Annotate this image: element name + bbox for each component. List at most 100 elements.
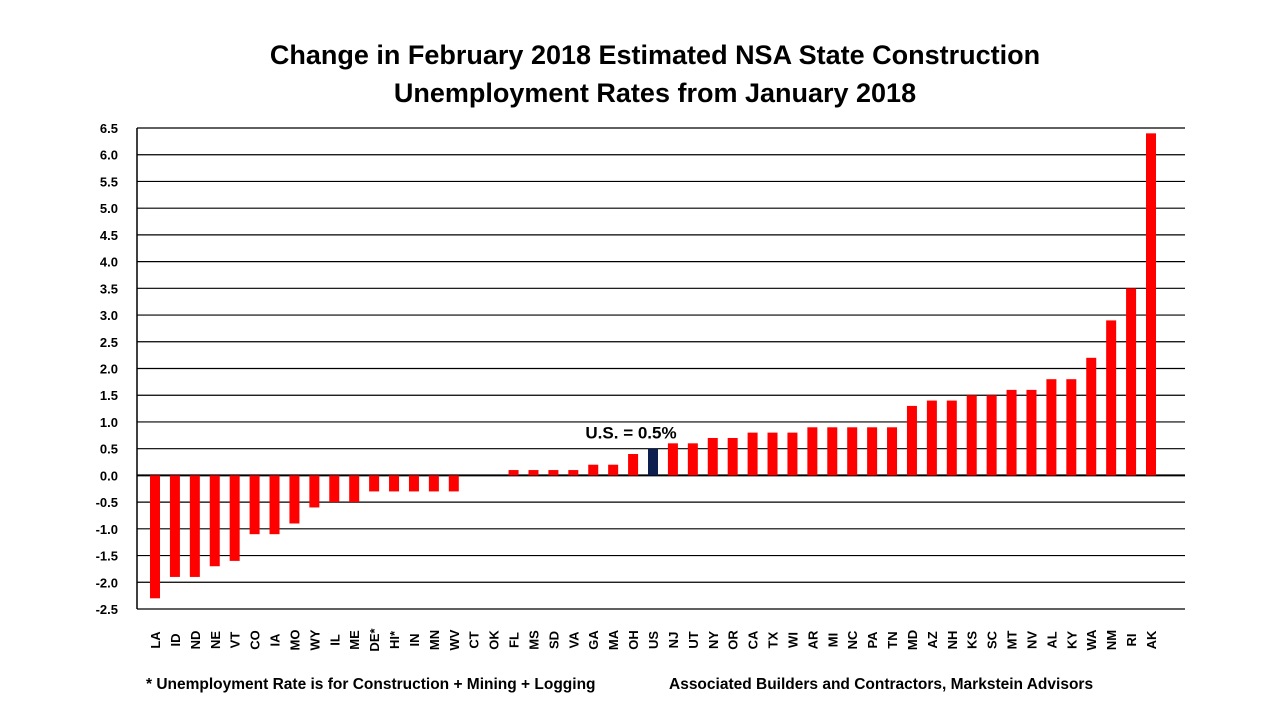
y-tick-label: 0.0 (100, 468, 118, 483)
x-tick-label: MI (825, 633, 840, 647)
bar-ms (528, 470, 539, 476)
x-tick-label: MS (526, 630, 541, 650)
x-tick-label: ID (168, 634, 183, 647)
x-tick-label: LA (148, 631, 163, 649)
bar-nv (1026, 389, 1037, 476)
y-tick-label: 3.0 (100, 308, 118, 323)
us-annotation: U.S. = 0.5% (585, 424, 676, 443)
bar-ne (209, 475, 220, 567)
bar-ky (1066, 379, 1077, 476)
bar-in (408, 475, 419, 492)
x-tick-label: ND (188, 631, 203, 650)
y-tick-label: 6.5 (100, 121, 118, 136)
x-tick-label: FL (507, 632, 522, 648)
bar-id (169, 475, 180, 577)
y-tick-label: 1.5 (100, 388, 118, 403)
bar-ak (1146, 133, 1156, 476)
y-tick-label: 6.0 (100, 148, 118, 163)
x-tick-label: RI (1124, 634, 1139, 647)
x-tick-label: CO (248, 630, 263, 650)
bar-ia (269, 475, 280, 535)
bar-ga (588, 464, 599, 476)
bar-mi (827, 427, 838, 476)
bar-hi (389, 475, 400, 492)
x-tick-label: CA (746, 630, 761, 649)
bar-nj (667, 443, 678, 476)
y-tick-label: 2.5 (100, 335, 118, 350)
x-tick-label: IL (327, 634, 342, 646)
bar-vt (229, 475, 240, 561)
x-tick-label: OK (487, 630, 502, 650)
y-tick-label: 0.5 (100, 442, 118, 457)
bar-nd (189, 475, 200, 577)
x-tick-label: WV (447, 629, 462, 650)
bar-nc (847, 427, 858, 476)
x-tick-label: AR (805, 630, 820, 649)
y-tick-label: -0.5 (96, 495, 118, 510)
bar-me (349, 475, 360, 503)
x-tick-label: MT (1005, 631, 1020, 650)
bar-ma (608, 464, 619, 476)
bar-ny (707, 437, 718, 476)
x-tick-label: NM (1104, 630, 1119, 650)
bar-ca (747, 432, 758, 476)
bar-wv (448, 475, 459, 492)
x-tick-label: UT (686, 631, 701, 648)
x-tick-label: NY (706, 631, 721, 649)
bar-nh (946, 400, 957, 476)
bar-sc (986, 395, 997, 476)
y-tick-label: 5.0 (100, 201, 118, 216)
bar-pa (867, 427, 878, 476)
x-tick-label: SC (985, 630, 1000, 649)
bar-or (727, 437, 738, 476)
y-tick-label: 4.0 (100, 255, 118, 270)
y-tick-label: 2.0 (100, 362, 118, 377)
x-tick-label: CT (467, 631, 482, 648)
x-tick-label: SD (546, 631, 561, 649)
x-tick-label: NJ (666, 632, 681, 649)
chart-title-line-2: Unemployment Rates from January 2018 (393, 78, 917, 108)
bar-al (1046, 379, 1057, 476)
bar-mo (289, 475, 300, 524)
x-tick-label: MN (427, 630, 442, 650)
x-tick-label: WA (1084, 629, 1099, 651)
bar-tx (767, 432, 778, 476)
x-tick-label: IN (407, 634, 422, 647)
bar-va (568, 470, 579, 476)
x-tick-label: MA (606, 629, 621, 650)
bar-wi (787, 432, 798, 476)
x-tick-label: HI* (387, 630, 402, 649)
bar-tn (887, 427, 898, 476)
y-tick-label: 4.5 (100, 228, 118, 243)
bar-mt (1006, 389, 1017, 476)
bar-wa (1086, 357, 1097, 476)
x-tick-label: KS (965, 631, 980, 649)
y-tick-label: -1.5 (96, 549, 118, 564)
x-tick-label: OR (726, 630, 741, 650)
bar-md (906, 405, 917, 476)
x-tick-label: NC (845, 630, 860, 649)
y-tick-label: -2.0 (96, 575, 118, 590)
bar-la (150, 475, 160, 599)
bar-de (369, 475, 380, 492)
x-tick-label: MO (287, 630, 302, 651)
bar-fl (508, 470, 519, 476)
x-tick-label: TN (885, 631, 900, 648)
bar-sd (548, 470, 559, 476)
y-tick-label: 3.5 (100, 281, 118, 296)
footnote: * Unemployment Rate is for Construction … (146, 676, 596, 693)
x-tick-label: AL (1044, 631, 1059, 648)
bar-ri (1126, 288, 1137, 476)
bar-ks (966, 395, 977, 476)
bar-ut (687, 443, 698, 476)
bar-oh (628, 454, 639, 476)
chart-title-line-1: Change in February 2018 Estimated NSA St… (269, 40, 1041, 70)
x-tick-label: MD (905, 630, 920, 650)
x-tick-label: AZ (925, 631, 940, 648)
bar-wy (309, 475, 320, 508)
x-tick-label: ME (347, 630, 362, 650)
bar-mn (428, 475, 439, 492)
x-tick-label: TX (766, 631, 781, 648)
bar-nm (1106, 320, 1117, 476)
